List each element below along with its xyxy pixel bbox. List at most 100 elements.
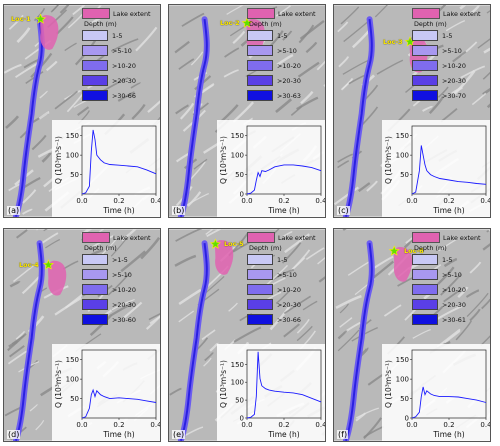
map-legend: Lake extent Depth (m) 1-5 >5-10 >10-20 >20-… [82,8,160,103]
depth-class-swatch [412,284,438,295]
depth-class-label: >10-20 [442,285,466,294]
depth-class-swatch [82,269,108,280]
depth-class-label: >10-20 [442,61,466,70]
lake-extent-label: Lake extent [278,9,316,18]
x-tick-label: 0.0 [406,197,417,205]
depth-class-swatch [82,314,108,325]
depth-class-swatch [412,90,438,101]
y-axis-label: Q (10³m³s⁻¹) [384,136,393,184]
location-star-icon [241,17,253,28]
depth-class-swatch [247,90,273,101]
depth-class-row: >30-63 [247,88,325,103]
depth-class-row: >10-20 [247,58,325,73]
y-tick-label: 150 [231,132,244,140]
panel-letter: (d) [7,430,21,439]
x-axis-label: Time (h) [102,206,134,215]
discharge-series-line [246,351,322,419]
depth-class-label: >10-20 [112,285,136,294]
map-panel-f: Loc-6 Lake extent Depth (m) 1-5 >5-10 >10-… [333,228,491,442]
depth-title: Depth (m) [84,20,117,28]
depth-class-row: >5-10 [247,267,325,282]
depth-class-row: >30-61 [412,312,490,327]
depth-class-row: >20-30 [82,73,160,88]
y-axis-label: Q (10³m³s⁻¹) [219,136,228,184]
x-tick-label: 0.2 [278,197,289,205]
y-tick-label: 0 [240,415,244,423]
y-axis-label: Q (10³m³s⁻¹) [384,360,393,408]
depth-class-row: >30-66 [247,312,325,327]
depth-class-row: >10-20 [247,282,325,297]
depth-class-row: >30-70 [412,88,490,103]
map-panel-c: Loc-3 Lake extent Depth (m) 1-5 >5-10 >10-… [333,4,491,218]
depth-class-label: >20-30 [442,76,466,85]
y-tick-label: 50 [400,171,409,179]
x-axis-label: Time (h) [267,430,299,439]
depth-title: Depth (m) [249,244,282,252]
y-tick-label: 150 [396,356,409,364]
depth-class-row: >10-20 [412,282,490,297]
lake-extent-label: Lake extent [443,233,481,242]
location-star-icon [42,259,54,270]
depth-class-label: >30-70 [442,91,466,100]
inset-plot-frame [81,349,157,419]
y-axis-label: Q (10³m³s⁻¹) [54,360,63,408]
depth-class-label: >30-61 [442,315,466,324]
x-tick-label: 0.0 [76,197,87,205]
discharge-inset-chart: 50 100 150 0.0 0.2 0.4 Time (h) Q (10³m³s⁻¹) [382,120,490,217]
y-tick-label: 50 [400,395,409,403]
y-tick-label: 100 [231,379,244,387]
inset-plot-frame [411,125,487,195]
flood-deep-channel [344,243,373,441]
x-tick-label: 0.0 [406,421,417,429]
depth-class-row: 1-5 [247,252,325,267]
y-tick-label: 100 [66,152,79,160]
depth-class-label: >20-30 [442,300,466,309]
depth-class-swatch [82,299,108,310]
y-tick-label: 100 [231,152,244,160]
inset-plot-frame [246,125,322,195]
depth-class-swatch [412,254,438,265]
depth-class-label: >20-30 [277,300,301,309]
x-tick-label: 0.0 [241,421,252,429]
x-tick-label: 0.4 [150,421,160,429]
depth-class-label: >30-66 [112,91,136,100]
location-label: Loc-1 [11,15,31,23]
inset-plot-frame [81,125,157,195]
discharge-inset-chart: 0 50 100 150 0.0 0.2 0.4 Time (h) Q (10³m³s⁻¹) [217,344,325,441]
depth-class-row: >10-20 [412,58,490,73]
depth-class-row: 1-5 [412,252,490,267]
map-panel-d: Loc-4 Lake extent Depth (m) >1-5 >5-10 >10… [3,228,161,442]
depth-class-swatch [247,299,273,310]
depth-class-label: 1-5 [277,255,288,264]
location-label: Loc-2 [220,19,240,27]
y-tick-label: 150 [66,356,79,364]
depth-class-swatch [247,45,273,56]
flood-deep-channel [179,19,208,217]
depth-class-swatch [82,60,108,71]
depth-class-row: >20-30 [82,297,160,312]
x-axis-label: Time (h) [432,430,464,439]
depth-class-swatch [247,254,273,265]
depth-title: Depth (m) [84,244,117,252]
y-tick-label: 150 [396,132,409,140]
y-axis-label: Q (10³m³s⁻¹) [219,360,228,408]
depth-class-swatch [412,269,438,280]
x-axis-label: Time (h) [432,206,464,215]
y-axis-label: Q (10³m³s⁻¹) [54,136,63,184]
y-tick-label: 50 [235,397,244,405]
lake-extent-swatch [247,232,275,243]
map-panel-b: Loc-2 Lake extent Depth (m) 1-5 >5-10 >10-… [168,4,326,218]
x-tick-label: 0.4 [480,421,490,429]
depth-class-row: 1-5 [82,28,160,43]
x-axis-label: Time (h) [267,206,299,215]
discharge-series-line [411,386,487,419]
x-tick-label: 0.4 [480,197,490,205]
depth-class-row: >20-30 [247,73,325,88]
lake-extent-shape [393,246,413,282]
depth-class-label: >1-5 [112,255,128,264]
inset-plot-frame [411,349,487,419]
depth-class-swatch [247,284,273,295]
depth-class-label: >5-10 [112,270,132,279]
depth-class-label: 1-5 [112,31,123,40]
